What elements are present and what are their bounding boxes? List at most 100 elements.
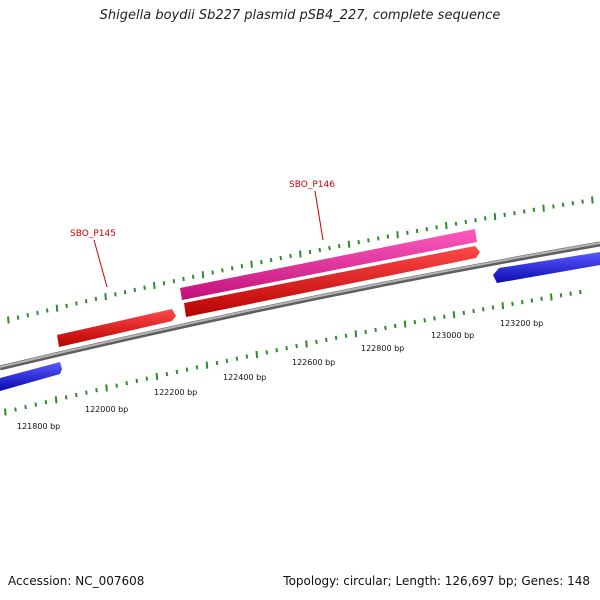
map-title: Shigella boydii Sb227 plasmid pSB4_227, … (99, 8, 501, 23)
upper-tick-mark (425, 226, 429, 232)
lower-tick-mark (285, 345, 288, 351)
lower-tick-mark (569, 291, 572, 296)
upper-tick-mark (230, 266, 234, 271)
lower-tick-mark (559, 293, 563, 298)
upper-tick-mark (45, 308, 49, 313)
gene-pink-sbo-p146[interactable] (180, 229, 477, 300)
gene-blue-left[interactable] (0, 362, 62, 391)
lower-tick-mark (85, 390, 88, 395)
lower-tick-mark (265, 350, 269, 355)
lower-tick-mark (245, 354, 249, 359)
upper-tick-mark (250, 260, 253, 268)
upper-tick-mark (104, 293, 107, 301)
accession-text: Accession: NC_007608 (8, 574, 145, 588)
scale-label-122000: 122000 bp (85, 405, 128, 414)
lower-tick-mark (393, 323, 397, 329)
upper-tick-mark (396, 231, 399, 239)
upper-tick-mark (513, 211, 516, 216)
lower-tick-mark (54, 396, 58, 404)
upper-tick-mark (299, 250, 302, 258)
lower-tick-mark (482, 307, 485, 312)
upper-tick-mark (522, 209, 526, 214)
scale-label-122400: 122400 bp (223, 373, 266, 382)
upper-tick-mark (581, 199, 584, 204)
lower-tick-mark (462, 310, 466, 316)
scale-label-121800: 121800 bp (17, 422, 60, 431)
lower-tick-mark (225, 358, 229, 363)
upper-tick-mark (318, 247, 322, 253)
scale-label-123000: 123000 bp (431, 331, 474, 340)
scale-label-122200: 122200 bp (154, 388, 197, 397)
gene-blue-right[interactable] (493, 252, 600, 283)
lower-tick-mark (423, 318, 426, 323)
lower-tick-mark (413, 320, 417, 325)
lower-tick-mark (579, 289, 582, 295)
lower-tick-mark (64, 395, 68, 400)
scale-label-123200: 123200 bp (500, 319, 543, 328)
upper-tick-mark (75, 301, 78, 306)
upper-tick-mark (269, 257, 273, 263)
upper-tick-mark (435, 225, 438, 230)
upper-tick-mark (328, 245, 331, 251)
upper-tick-mark (191, 274, 195, 279)
lower-tick-mark (34, 402, 38, 407)
lower-tick-mark (95, 388, 98, 393)
upper-tick-mark (493, 213, 497, 221)
upper-tick-mark (114, 292, 117, 297)
upper-tick-mark (454, 221, 458, 226)
lower-tick-mark (403, 320, 407, 328)
upper-tick-mark (36, 310, 39, 316)
upper-tick-mark (123, 290, 127, 295)
lower-tick-mark (443, 314, 446, 319)
backbone-highlight (0, 242, 600, 368)
lower-tick-mark (275, 348, 278, 353)
upper-tick-mark (94, 296, 98, 302)
upper-tick-mark (65, 303, 68, 308)
lower-tick-mark (205, 361, 209, 369)
upper-tick-mark (55, 304, 59, 312)
upper-tick-mark (561, 202, 565, 208)
upper-tick-mark (182, 276, 185, 282)
upper-tick-mark (172, 278, 176, 284)
lower-tick-mark (325, 337, 328, 343)
upper-tick-row (7, 196, 594, 324)
upper-tick-mark (542, 204, 545, 212)
upper-tick-mark (503, 212, 506, 218)
upper-tick-mark (445, 221, 448, 230)
lower-tick-mark (105, 384, 108, 392)
lower-tick-mark (44, 400, 48, 405)
upper-tick-mark (464, 219, 468, 225)
upper-tick-mark (240, 264, 244, 269)
upper-tick-mark (289, 253, 292, 259)
upper-tick-mark (571, 201, 575, 206)
backbone-line (0, 241, 600, 371)
lower-tick-mark (125, 381, 128, 386)
lower-tick-mark (195, 365, 199, 370)
upper-tick-mark (26, 313, 30, 318)
upper-tick-mark (84, 299, 88, 304)
lower-tick-mark (75, 392, 78, 398)
gene-label-sbo-p146: SBO_P146 (289, 180, 335, 190)
upper-tick-mark (211, 270, 214, 275)
lower-tick-mark (165, 371, 169, 377)
upper-tick-mark (347, 240, 351, 248)
upper-tick-mark (474, 218, 477, 223)
lower-tick-mark (175, 369, 179, 375)
lower-tick-mark (433, 316, 436, 321)
lower-tick-mark (115, 383, 118, 388)
lower-tick-mark (540, 296, 543, 301)
upper-tick-mark (406, 230, 409, 235)
gene-red-lower-middle[interactable] (184, 246, 480, 317)
gene-red-lower-left[interactable] (57, 309, 176, 347)
lower-tick-mark (24, 404, 27, 410)
upper-tick-mark (279, 255, 283, 261)
upper-tick-mark (133, 287, 137, 293)
lower-tick-mark (255, 350, 259, 358)
lower-tick-mark (135, 378, 139, 384)
lower-tick-mark (354, 330, 358, 338)
upper-tick-mark (376, 236, 380, 241)
upper-tick-mark (415, 228, 419, 234)
lower-tick-mark (344, 333, 348, 338)
lower-tick-mark (185, 367, 189, 372)
upper-tick-mark (153, 281, 156, 290)
